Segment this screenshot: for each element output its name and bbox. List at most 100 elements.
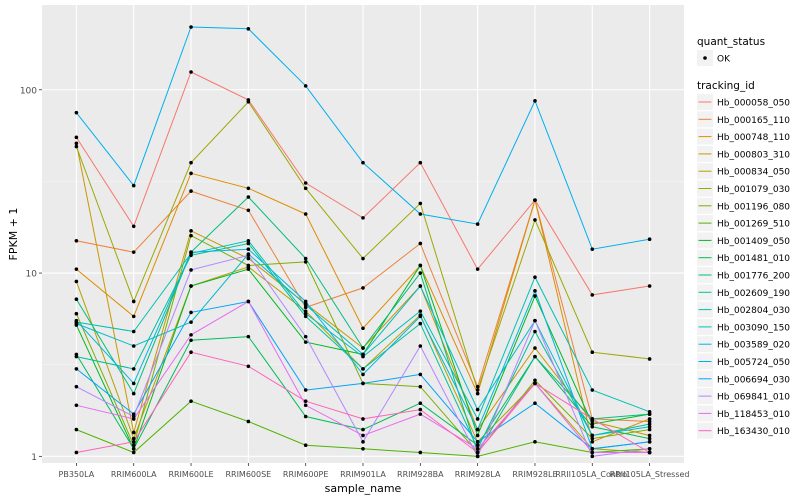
data-point: [74, 354, 79, 359]
data-point: [131, 417, 136, 421]
legend-label: Hb_000748_110: [717, 133, 790, 143]
data-point: [647, 440, 652, 444]
data-point: [74, 367, 79, 371]
data-point: [475, 388, 480, 392]
x-axis-title: sample_name: [325, 482, 402, 495]
legend-label: Hb_001269_510: [717, 220, 790, 230]
data-point: [189, 250, 193, 254]
data-point: [418, 201, 423, 206]
data-point: [189, 233, 193, 238]
data-point: [303, 334, 308, 339]
legend-label: Hb_003090_150: [717, 323, 790, 333]
data-point: [475, 417, 480, 421]
grid-major: [42, 5, 684, 463]
data-point: [647, 427, 652, 432]
data-point: [189, 350, 193, 355]
data-point: [246, 419, 251, 424]
data-point: [361, 372, 365, 377]
data-point: [74, 450, 79, 455]
data-point: [361, 160, 365, 165]
data-point: [303, 314, 308, 319]
x-tick-label: PB350LA: [59, 470, 95, 479]
data-point: [189, 268, 193, 272]
data-point: [361, 286, 365, 290]
legend-label: Hb_001196_080: [717, 202, 790, 212]
data-point: [131, 436, 136, 441]
legend-label: Hb_001481_010: [717, 254, 790, 264]
y-axis: 1 10 100: [20, 86, 42, 463]
data-point: [303, 399, 308, 403]
data-point: [303, 403, 308, 408]
data-point: [74, 384, 79, 389]
data-point: [131, 299, 136, 304]
data-point: [418, 412, 423, 416]
data-point: [74, 135, 79, 140]
data-point: [418, 372, 423, 377]
data-point: [418, 160, 423, 165]
data-point: [189, 399, 193, 403]
data-point: [246, 256, 251, 261]
data-point: [131, 430, 136, 435]
data-point: [303, 260, 308, 264]
data-point: [590, 293, 595, 297]
data-point: [590, 436, 595, 441]
legend-label: Hb_163430_010: [717, 427, 790, 437]
data-point: [74, 403, 79, 408]
data-point: [131, 224, 136, 229]
data-point: [590, 247, 595, 251]
data-point: [647, 410, 652, 414]
legend-label: Hb_002804_030: [717, 306, 790, 316]
data-point: [189, 70, 193, 74]
data-point: [74, 110, 79, 115]
data-point: [361, 446, 365, 451]
data-point: [303, 299, 308, 304]
data-point: [131, 443, 136, 448]
x-tick-label: RRIM600SE: [225, 470, 271, 479]
data-point: [647, 417, 652, 421]
data-point: [131, 344, 136, 348]
data-point: [418, 314, 423, 319]
data-point: [418, 263, 423, 268]
data-point: [590, 419, 595, 424]
data-point: [74, 238, 79, 243]
x-tick-label: RRII105LA_Control: [555, 470, 629, 479]
data-point: [533, 378, 537, 383]
data-point: [533, 318, 537, 323]
data-point: [418, 321, 423, 326]
data-point: [647, 436, 652, 441]
x-tick-label: RRIM600LA: [111, 470, 157, 479]
data-point: [647, 284, 652, 288]
legend-label: Hb_005724_050: [717, 358, 790, 368]
data-point: [246, 241, 251, 246]
data-point: [361, 326, 365, 331]
data-point: [361, 216, 365, 220]
data-point: [418, 450, 423, 455]
data-point: [418, 344, 423, 348]
data-point: [74, 318, 79, 323]
x-axis: PB350LA RRIM600LA RRIM600LE RRIM600SE RRIM60…: [59, 463, 690, 479]
x-tick-label: RRIM600PE: [283, 470, 329, 479]
data-point: [74, 267, 79, 271]
data-point: [246, 27, 251, 31]
data-point: [246, 253, 251, 258]
y-axis-title: FPKM + 1: [7, 208, 20, 261]
data-point: [131, 314, 136, 319]
data-point: [303, 181, 308, 185]
data-point: [590, 433, 595, 438]
data-point: [131, 391, 136, 396]
data-point: [303, 303, 308, 307]
data-point: [647, 433, 652, 438]
x-tick-label: RRIM928LE: [512, 470, 557, 479]
data-point: [303, 212, 308, 216]
data-point: [303, 309, 308, 313]
data-point: [246, 186, 251, 191]
legend-label: Hb_002609_190: [717, 289, 790, 299]
data-point: [189, 310, 193, 315]
data-point: [418, 271, 423, 275]
data-point: [533, 440, 537, 444]
data-point: [590, 446, 595, 451]
data-point: [246, 195, 251, 199]
data-point: [246, 364, 251, 369]
y-tick-label: 100: [20, 86, 37, 96]
